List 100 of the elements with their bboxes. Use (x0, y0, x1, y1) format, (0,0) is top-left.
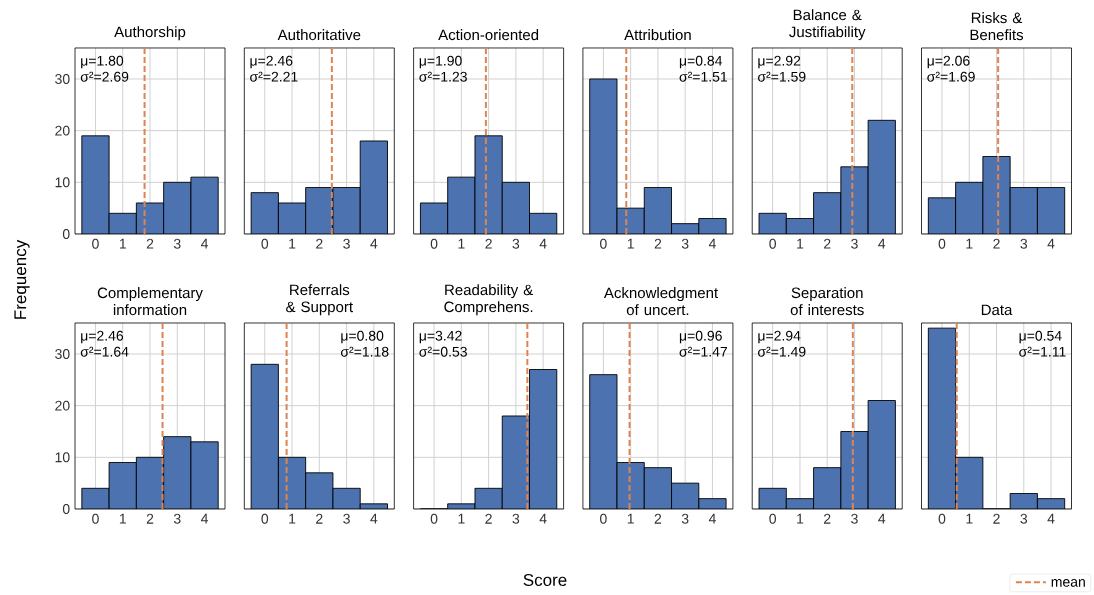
annotation: μ=1.90 (419, 55, 462, 69)
x-tick-label: 4 (200, 513, 209, 524)
x-tick-label: 0 (261, 238, 269, 249)
x-tick-label: 0 (938, 238, 946, 249)
y-tick-label: 20 (55, 125, 70, 136)
x-tick-label: 2 (316, 513, 323, 524)
chart-title: Referrals & Support (286, 284, 353, 316)
chart-title: Readability & Comprehens. (444, 284, 533, 316)
x-tick-label: 4 (1047, 513, 1055, 524)
x-tick-label: 0 (92, 513, 99, 524)
x-tick-label: 4 (878, 238, 886, 249)
chart-title: Authoritative (277, 29, 361, 41)
annotation: σ²=1.47 (679, 346, 727, 357)
annotation: σ²=2.21 (250, 71, 298, 82)
x-tick-label: 2 (824, 238, 831, 249)
annotation: μ=2.46 (81, 330, 124, 344)
annotation: σ²=1.64 (80, 346, 129, 357)
x-tick-label: 3 (851, 513, 858, 524)
x-tick-label: 3 (681, 238, 689, 249)
x-tick-label: 1 (458, 238, 465, 249)
x-tick-label: 2 (146, 238, 154, 249)
x-tick-label: 0 (600, 513, 607, 524)
x-tick-label: 4 (1047, 238, 1055, 249)
chart-title: Acknowledgment of uncert. (603, 287, 719, 316)
x-tick-label: 2 (824, 513, 831, 524)
y-tick-label: 10 (55, 177, 70, 188)
y-tick-label: 0 (62, 229, 70, 239)
x-tick-label: 3 (343, 513, 350, 524)
x-tick-label: 1 (119, 513, 126, 524)
x-tick-label: 1 (289, 238, 296, 249)
annotation: σ²=2.69 (80, 71, 129, 82)
x-tick-label: 2 (993, 238, 1000, 249)
chart-title: Balance & Justifiability (789, 9, 866, 41)
annotation: μ=2.92 (758, 55, 801, 69)
x-tick-label: 0 (430, 513, 438, 524)
y-tick-label: 0 (62, 504, 70, 514)
x-tick-label: 4 (708, 238, 716, 249)
x-tick-label: 4 (708, 513, 716, 524)
x-tick-label: 4 (200, 238, 209, 249)
x-tick-label: 2 (654, 238, 662, 249)
chart-title: Separation of interests (790, 287, 864, 316)
y-tick-label: 30 (55, 349, 70, 359)
x-tick-label: 2 (146, 513, 154, 524)
chart-title: Attribution (624, 29, 691, 41)
x-tick-label: 3 (343, 238, 350, 249)
x-tick-label: 3 (851, 238, 858, 249)
x-tick-label: 2 (993, 513, 1000, 524)
x-tick-label: 0 (261, 513, 269, 524)
annotation: σ²=1.49 (758, 346, 806, 357)
x-tick-label: 0 (769, 513, 777, 524)
annotation: μ=0.80 (341, 330, 384, 344)
x-tick-label: 4 (539, 238, 547, 249)
x-tick-label: 2 (316, 238, 323, 249)
y-tick-label: 20 (55, 400, 70, 411)
y-tick-label: 30 (55, 74, 70, 84)
x-tick-label: 2 (654, 513, 662, 524)
legend-label: mean (1051, 579, 1085, 587)
x-tick-label: 1 (797, 513, 804, 524)
x-tick-label: 0 (430, 238, 438, 249)
x-tick-label: 4 (878, 513, 886, 524)
x-tick-label: 3 (173, 238, 181, 249)
annotation: μ=0.96 (679, 330, 722, 344)
y-tick-label: 10 (55, 452, 70, 463)
x-tick-label: 0 (938, 513, 946, 524)
x-tick-label: 2 (485, 513, 492, 524)
annotation: σ²=1.11 (1019, 346, 1066, 357)
chart-title: Data (981, 304, 1013, 316)
x-tick-label: 4 (370, 513, 378, 524)
chart-title: Complementary information (97, 287, 203, 316)
annotation: μ=2.46 (250, 55, 293, 69)
x-tick-label: 1 (966, 238, 973, 249)
y-axis-title: Frequency (14, 239, 30, 319)
annotation: σ²=1.23 (419, 71, 467, 82)
chart-title: Risks & Benefits (970, 12, 1024, 41)
x-tick-label: 1 (627, 238, 634, 249)
x-tick-label: 1 (458, 513, 465, 524)
annotation: σ²=0.53 (419, 346, 467, 357)
x-tick-label: 1 (966, 513, 973, 524)
x-axis-title: Score (523, 573, 567, 587)
x-tick-label: 0 (600, 238, 607, 249)
annotation: μ=2.06 (927, 55, 970, 69)
annotation: σ²=1.59 (758, 71, 806, 82)
chart-title: Authorship (114, 26, 186, 41)
annotation: μ=0.84 (679, 55, 723, 69)
annotation: σ²=1.51 (679, 71, 728, 82)
x-tick-label: 0 (92, 238, 99, 249)
x-tick-label: 1 (119, 238, 126, 249)
x-tick-label: 1 (797, 238, 804, 249)
x-tick-label: 3 (512, 238, 520, 249)
chart-title: Action-oriented (438, 29, 539, 41)
x-tick-label: 3 (1020, 238, 1028, 249)
annotation: μ=2.94 (758, 330, 801, 344)
annotation: σ²=1.69 (927, 71, 975, 82)
x-tick-label: 3 (681, 513, 689, 524)
x-tick-label: 3 (173, 513, 181, 524)
x-tick-label: 3 (1020, 513, 1028, 524)
x-tick-label: 1 (627, 513, 634, 524)
annotation: μ=1.80 (81, 55, 124, 69)
annotation: μ=3.42 (419, 330, 462, 344)
annotation: μ=0.54 (1019, 330, 1062, 344)
